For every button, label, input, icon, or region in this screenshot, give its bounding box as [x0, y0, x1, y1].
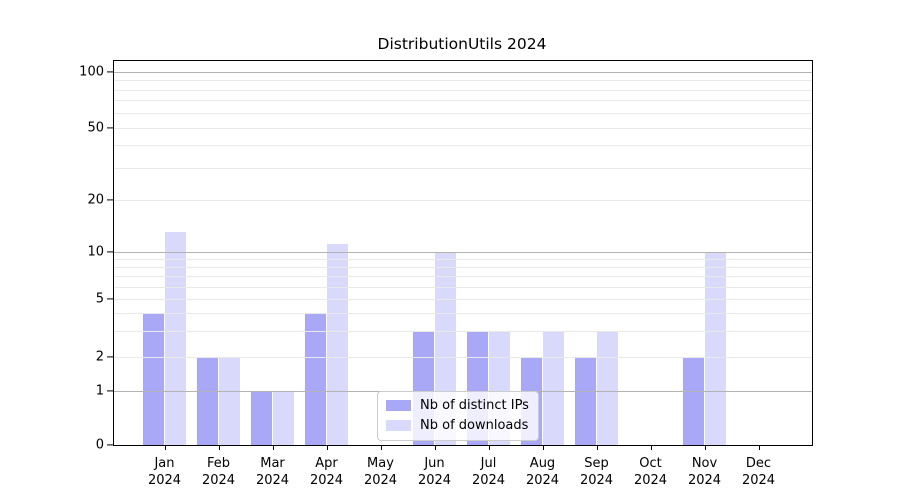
- x-tick-label-jun: Jun 2024: [417, 456, 452, 488]
- bar-jan-distinct-ips: [142, 313, 165, 445]
- x-tick-mark: [704, 445, 706, 450]
- bar-apr-downloads: [326, 244, 349, 445]
- x-tick-label-jan: Jan 2024: [147, 456, 182, 488]
- x-tick-mark: [650, 445, 652, 450]
- minor-gridline: [114, 80, 812, 81]
- bar-nov-distinct-ips: [682, 356, 705, 445]
- y-tick-mark: [107, 298, 113, 300]
- x-tick-label-jul: Jul 2024: [471, 456, 506, 488]
- legend-item-distinct-ips: Nb of distinct IPs: [386, 398, 529, 413]
- y-tick-mark: [107, 389, 113, 392]
- minor-gridline: [114, 112, 812, 114]
- x-tick-mark: [164, 445, 166, 450]
- x-tick-label-aug: Aug 2024: [525, 456, 560, 488]
- x-tick-label-sep: Sep 2024: [579, 456, 614, 488]
- bar-apr-distinct-ips: [304, 313, 327, 445]
- y-tick-label: 10: [87, 244, 104, 259]
- x-tick-label-oct: Oct 2024: [633, 456, 668, 488]
- y-tick-mark: [107, 126, 113, 129]
- minor-gridline: [114, 89, 812, 91]
- y-tick-label: 50: [87, 120, 104, 135]
- x-tick-label-mar: Mar 2024: [255, 456, 290, 488]
- x-tick-mark: [434, 445, 436, 450]
- legend-label-distinct-ips: Nb of distinct IPs: [420, 398, 529, 413]
- legend-item-downloads: Nb of downloads: [386, 418, 529, 433]
- x-tick-mark: [272, 445, 274, 450]
- bar-mar-downloads: [272, 390, 295, 445]
- legend-swatch-downloads-icon: [386, 420, 411, 431]
- x-tick-mark: [488, 445, 490, 450]
- y-tick-mark: [107, 199, 113, 201]
- y-tick-label: 0: [95, 437, 104, 453]
- bar-nov-downloads: [704, 251, 727, 445]
- bar-feb-downloads: [218, 356, 241, 445]
- legend-label-downloads: Nb of downloads: [420, 418, 529, 433]
- y-tick-label: 1: [95, 383, 104, 398]
- y-tick-label: 2: [95, 349, 104, 364]
- minor-gridline: [114, 167, 812, 169]
- x-tick-mark: [380, 445, 382, 450]
- minor-gridline: [114, 127, 812, 129]
- x-tick-mark: [596, 445, 598, 450]
- minor-gridline: [114, 286, 812, 288]
- x-tick-label-nov: Nov 2024: [687, 456, 722, 488]
- y-tick-mark: [107, 444, 113, 446]
- x-tick-mark: [758, 445, 760, 450]
- minor-gridline: [114, 258, 812, 260]
- y-tick-mark: [107, 355, 113, 358]
- major-gridline: [114, 251, 812, 253]
- legend-swatch-distinct-ips-icon: [386, 400, 411, 411]
- bar-sep-downloads: [596, 331, 619, 445]
- minor-gridline: [114, 313, 812, 314]
- x-tick-label-feb: Feb 2024: [201, 456, 236, 488]
- minor-gridline: [114, 356, 812, 358]
- y-tick-label: 100: [79, 64, 104, 79]
- y-tick-label: 5: [95, 291, 104, 307]
- x-tick-label-may: May 2024: [363, 456, 398, 488]
- x-tick-mark: [542, 445, 544, 450]
- minor-gridline: [114, 100, 812, 102]
- plot-area: Nb of distinct IPs Nb of downloads 0 1 2 5 1…: [79, 60, 813, 488]
- x-tick-mark: [326, 445, 328, 450]
- minor-gridline: [114, 145, 812, 147]
- y-tick-label: 20: [87, 192, 104, 208]
- minor-gridline: [114, 200, 812, 201]
- minor-gridline: [114, 266, 812, 268]
- x-tick-mark: [218, 445, 220, 450]
- bar-mar-distinct-ips: [250, 390, 273, 445]
- minor-gridline: [114, 299, 812, 300]
- minor-gridline: [114, 331, 812, 333]
- bar-sep-distinct-ips: [574, 356, 597, 445]
- bar-aug-downloads: [542, 331, 565, 445]
- y-tick-mark: [107, 250, 113, 253]
- minor-gridline: [114, 275, 812, 277]
- y-tick-mark: [107, 70, 113, 73]
- chart-title: DistributionUtils 2024: [377, 35, 547, 53]
- bar-feb-distinct-ips: [196, 356, 219, 445]
- legend: Nb of distinct IPs Nb of downloads: [377, 391, 539, 441]
- bar-jan-downloads: [164, 232, 187, 445]
- major-gridline: [114, 71, 812, 73]
- x-tick-label-apr: Apr 2024: [309, 456, 344, 488]
- x-tick-label-dec: Dec 2024: [741, 456, 776, 488]
